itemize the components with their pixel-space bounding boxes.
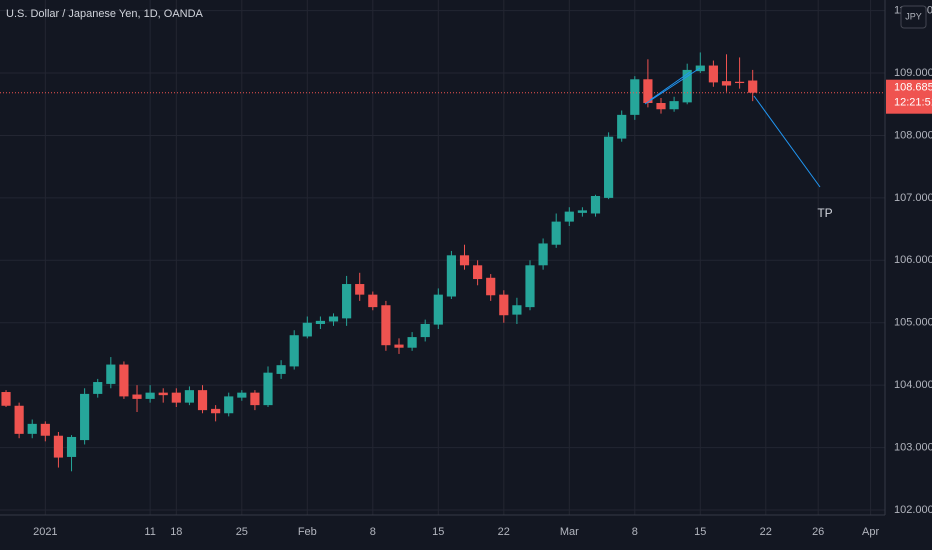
candle-body xyxy=(695,65,705,72)
x-tick-label: 26 xyxy=(812,526,824,538)
candle-body xyxy=(433,294,443,325)
candle-body xyxy=(708,65,718,83)
y-tick-label: 105.000 xyxy=(894,317,932,329)
chart-title: U.S. Dollar / Japanese Yen, 1D, OANDA xyxy=(6,8,204,20)
candle-body xyxy=(394,344,404,348)
candle-body xyxy=(459,255,470,266)
candle-body xyxy=(40,423,50,436)
candle-body xyxy=(328,316,339,322)
candle-body xyxy=(735,81,745,84)
candle-body xyxy=(27,423,37,434)
candle-body xyxy=(355,284,365,295)
x-tick-label: Apr xyxy=(862,526,879,538)
candle-body xyxy=(184,390,195,403)
x-tick-label: 8 xyxy=(632,526,638,538)
candle-body xyxy=(656,103,666,110)
candle-body xyxy=(132,394,142,399)
x-tick-label: 15 xyxy=(432,526,444,538)
candle-body xyxy=(669,101,679,110)
candle-body xyxy=(263,372,273,406)
x-tick-label: 11 xyxy=(144,526,155,538)
candle-body xyxy=(525,265,535,308)
candle-body xyxy=(93,382,103,394)
candle-body xyxy=(630,79,640,115)
candle-body xyxy=(197,390,208,411)
candle-body xyxy=(250,392,260,406)
x-tick-label: Mar xyxy=(560,526,579,538)
candle-body xyxy=(420,323,430,338)
last-price-box xyxy=(886,79,932,114)
candle-body xyxy=(145,392,155,399)
candle-body xyxy=(1,392,11,406)
y-tick-label: 106.000 xyxy=(894,254,932,266)
trend-line xyxy=(649,71,691,101)
candle-body xyxy=(590,196,601,214)
candle-body xyxy=(211,408,221,414)
candle-body xyxy=(53,435,64,458)
annotation: TP xyxy=(817,206,832,220)
trend-line xyxy=(753,95,821,188)
candle-body xyxy=(617,114,627,139)
trend-line xyxy=(644,67,701,105)
x-tick-label: 15 xyxy=(694,526,706,538)
candle-body xyxy=(158,392,168,396)
candle-body xyxy=(342,284,352,319)
x-tick-label: 18 xyxy=(170,526,182,538)
candle-body xyxy=(604,136,614,198)
candle-body xyxy=(682,69,692,103)
candle-body xyxy=(577,210,587,213)
y-tick-label: 109.000 xyxy=(894,67,932,79)
candle-body xyxy=(446,255,456,297)
candle-body xyxy=(538,243,548,266)
y-tick-label: 102.000 xyxy=(894,504,932,516)
candle-body xyxy=(473,265,483,280)
candle-body xyxy=(80,393,90,441)
candle-body xyxy=(237,392,247,398)
candle-body xyxy=(368,294,378,308)
currency-button-label[interactable]: JPY xyxy=(905,11,922,21)
candle-body xyxy=(106,364,116,384)
candle-body xyxy=(564,211,574,222)
currency-button[interactable] xyxy=(900,5,927,29)
candle-body xyxy=(721,81,732,86)
x-tick-label: 22 xyxy=(760,526,772,538)
candle-body xyxy=(66,436,77,457)
x-tick-label: Feb xyxy=(298,526,317,538)
x-tick-label: 8 xyxy=(370,526,376,538)
candle-body xyxy=(748,80,758,93)
candle-body xyxy=(499,294,509,316)
x-tick-label: 25 xyxy=(236,526,248,538)
candle-body xyxy=(289,335,299,367)
candle-body xyxy=(315,320,325,324)
y-tick-label: 108.000 xyxy=(894,129,932,141)
candle-body xyxy=(302,322,312,337)
candle-body xyxy=(381,305,391,346)
y-tick-label: 107.000 xyxy=(894,192,932,204)
candle-body xyxy=(276,365,286,374)
candle-body xyxy=(14,405,24,434)
candle-body xyxy=(119,364,129,397)
last-price-label: 108.685 xyxy=(894,82,932,94)
candle-body xyxy=(551,221,561,245)
candle-body xyxy=(512,305,522,315)
x-tick-label: 22 xyxy=(498,526,510,538)
candle-body xyxy=(407,337,417,348)
candle-body xyxy=(171,392,181,403)
y-tick-label: 103.000 xyxy=(894,441,932,453)
candle-body xyxy=(224,396,234,414)
candle-body xyxy=(486,277,496,296)
countdown-label: 12:21:51 xyxy=(894,97,932,109)
candle-body xyxy=(643,79,653,103)
y-tick-label: 104.000 xyxy=(894,379,932,391)
x-tick-label: 2021 xyxy=(33,526,57,538)
